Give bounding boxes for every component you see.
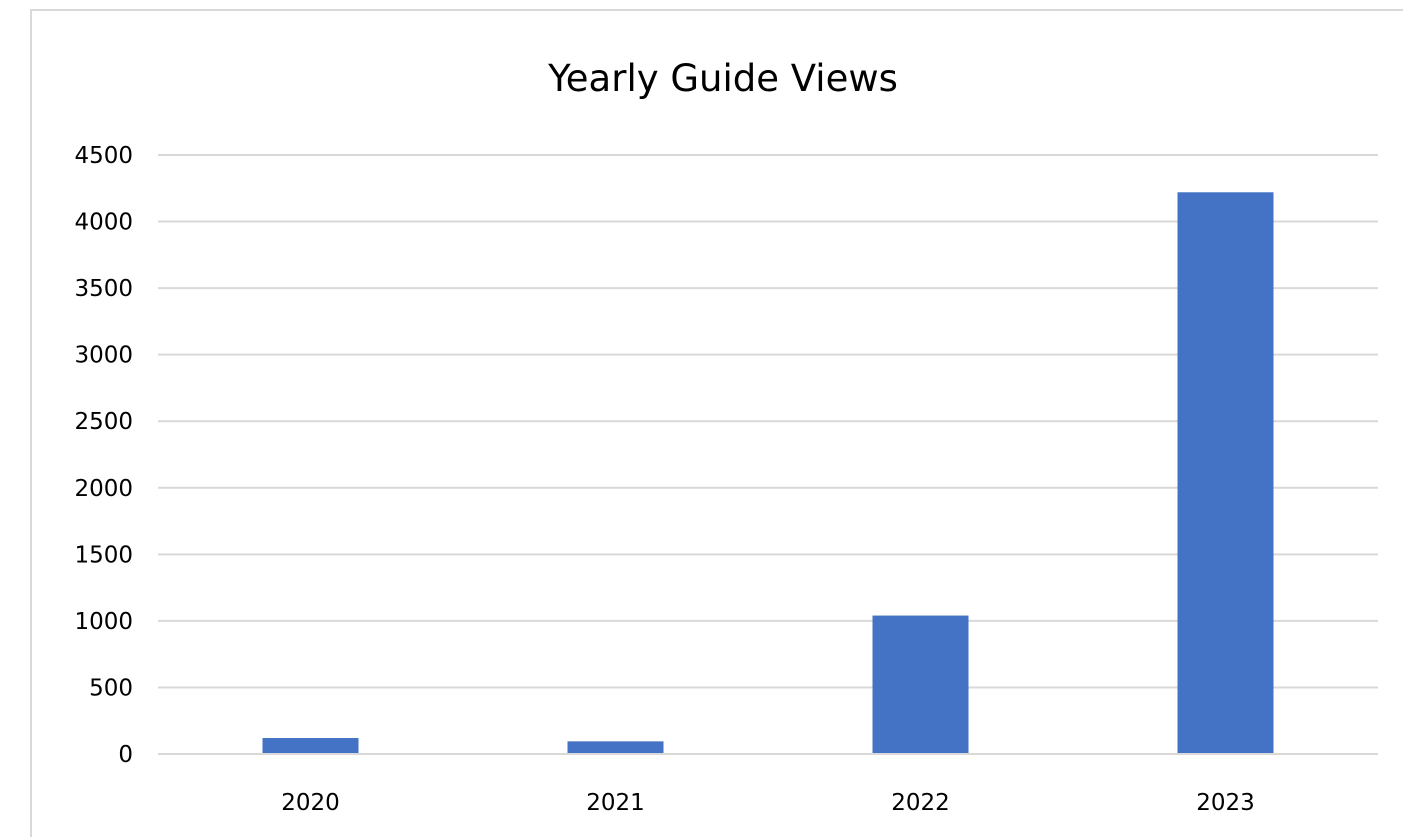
bar-2021 (567, 741, 664, 754)
y-axis-tick-labels: 0 500 1000 1500 2000 2500 3000 3500 4000 4500 (74, 143, 133, 768)
x-tick-label: 2022 (891, 790, 950, 816)
y-tick-label: 4000 (74, 210, 133, 236)
y-tick-label: 1500 (74, 542, 133, 568)
bar-2020 (262, 738, 359, 754)
y-tick-label: 1000 (74, 609, 133, 635)
y-tick-label: 4500 (74, 143, 133, 169)
y-tick-label: 500 (89, 675, 133, 701)
bar-2023 (1177, 192, 1274, 754)
chart-area (30, 9, 1403, 837)
x-tick-label: 2021 (586, 790, 645, 816)
y-tick-label: 3000 (74, 343, 133, 369)
y-tick-label: 2500 (74, 409, 133, 435)
x-tick-label: 2023 (1196, 790, 1255, 816)
y-tick-label: 2000 (74, 476, 133, 502)
x-axis-tick-labels: 2020 2021 2022 2023 (281, 790, 1255, 816)
x-tick-label: 2020 (281, 790, 340, 816)
bar-2022 (872, 615, 969, 754)
bars (262, 192, 1274, 754)
y-tick-label: 3500 (74, 276, 133, 302)
y-tick-label: 0 (118, 742, 133, 768)
gridlines (158, 154, 1378, 689)
chart-title: Yearly Guide Views (547, 57, 898, 100)
